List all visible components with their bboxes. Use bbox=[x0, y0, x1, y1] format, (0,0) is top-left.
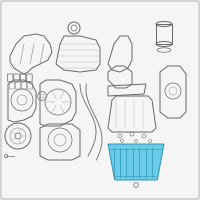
Bar bbox=[156, 24, 172, 44]
Polygon shape bbox=[108, 144, 164, 180]
